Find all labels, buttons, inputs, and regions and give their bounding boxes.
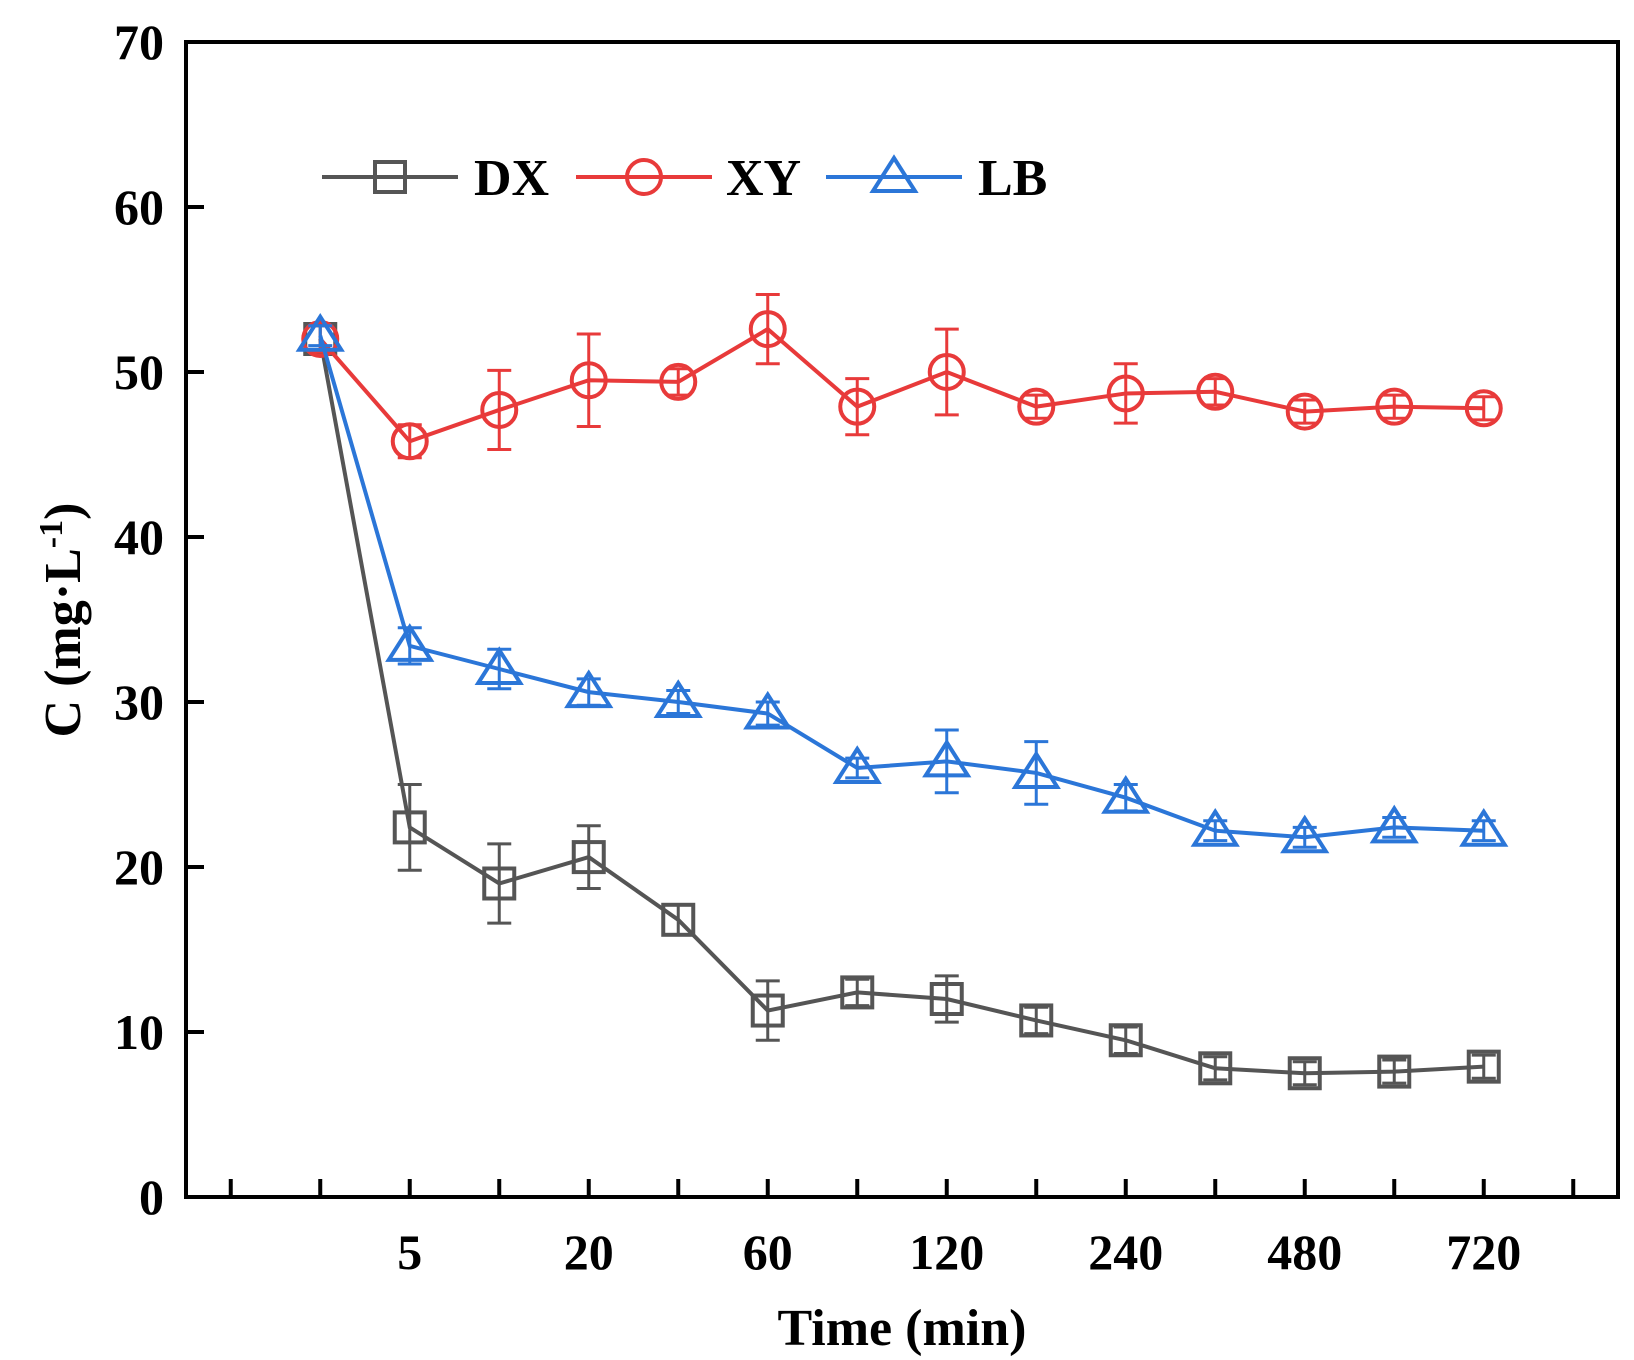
- y-tick-label: 70: [114, 14, 164, 70]
- data-point-dx: [482, 866, 517, 901]
- data-point-lb: [1011, 750, 1061, 789]
- data-point-xy: [390, 422, 429, 461]
- y-axis-title-sup: -1: [33, 520, 70, 548]
- data-point-lb: [743, 690, 793, 730]
- error-bar: [487, 368, 512, 452]
- data-point-dx: [1108, 1023, 1143, 1058]
- data-point-lb: [1369, 804, 1419, 844]
- data-point-dx: [750, 993, 785, 1028]
- y-tick-label: 0: [139, 1169, 164, 1225]
- error-bar: [755, 700, 780, 727]
- data-point-lb: [1459, 807, 1509, 847]
- data-point-lb: [385, 623, 435, 662]
- x-tick-label: 480: [1267, 1224, 1342, 1280]
- x-tick-label: 5: [397, 1224, 422, 1280]
- data-point-xy: [927, 353, 966, 391]
- data-point-xy: [659, 362, 698, 401]
- x-tick-label: 240: [1088, 1224, 1163, 1280]
- data-point-lb: [1101, 774, 1151, 814]
- plot-frame: [184, 40, 1620, 1199]
- data-point-dx: [929, 982, 964, 1016]
- data-point-xy: [1285, 392, 1324, 431]
- error-bar: [1471, 1053, 1496, 1080]
- error-bar: [576, 824, 601, 890]
- error-bar: [1292, 398, 1317, 425]
- data-point-xy: [1196, 372, 1235, 411]
- legend-item-dx: DX: [322, 150, 549, 207]
- x-axis-title: Time (min): [778, 1300, 1027, 1357]
- data-point-xy: [480, 390, 519, 429]
- y-tick-label: 60: [114, 179, 164, 235]
- y-tick-label: 40: [114, 509, 164, 565]
- legend-item-lb: LB: [826, 150, 1047, 207]
- legend-marker-circle-icon: [625, 158, 663, 196]
- error-bar: [1471, 395, 1496, 422]
- x-tick-label: 20: [564, 1224, 614, 1280]
- y-axis: 0 10 20 30 40 50 60 70: [114, 14, 204, 1225]
- data-point-dx: [1287, 1056, 1322, 1091]
- error-bar: [1203, 1055, 1228, 1082]
- data-point-dx: [661, 902, 696, 937]
- error-bar: [397, 783, 422, 872]
- legend-label: DX: [474, 150, 549, 207]
- y-tick-label: 20: [114, 839, 164, 895]
- error-bar: [1382, 393, 1407, 420]
- data-point-lb: [1190, 807, 1240, 847]
- y-axis-title-main: C (mg·L: [35, 548, 92, 737]
- legend-item-xy: XY: [576, 150, 801, 207]
- data-point-dx: [1198, 1051, 1233, 1086]
- error-bar: [845, 377, 870, 437]
- data-point-dx: [392, 810, 427, 845]
- data-point-xy: [838, 387, 877, 426]
- x-tick-label: 720: [1446, 1224, 1521, 1280]
- error-bar: [755, 979, 780, 1042]
- data-point-xy: [1375, 387, 1414, 426]
- data-point-lb: [1280, 814, 1330, 854]
- y-tick-label: 50: [114, 344, 164, 400]
- legend-label: XY: [726, 150, 801, 207]
- data-point-lb: [653, 679, 703, 718]
- error-bar: [576, 332, 601, 428]
- data-point-dx: [1019, 1003, 1054, 1038]
- error-bar: [1113, 362, 1138, 425]
- data-point-lb: [564, 669, 614, 709]
- error-bar: [1382, 1058, 1407, 1085]
- error-bar: [1024, 393, 1049, 420]
- data-point-xy: [748, 310, 787, 349]
- series-lb: [295, 312, 1509, 854]
- data-point-dx: [571, 840, 606, 875]
- data-point-dx: [840, 975, 875, 1010]
- data-point-lb: [832, 745, 882, 784]
- data-point-xy: [1464, 389, 1503, 428]
- series-layer: [295, 292, 1509, 1091]
- data-point-lb: [922, 738, 972, 778]
- error-bar: [1292, 1060, 1317, 1087]
- legend-label: LB: [978, 150, 1047, 207]
- x-tick-label: 120: [909, 1224, 984, 1280]
- y-tick-label: 10: [114, 1004, 164, 1060]
- legend: DX XY LB: [322, 150, 1047, 207]
- data-point-xy: [1106, 374, 1145, 413]
- error-bar: [934, 327, 959, 417]
- data-point-dx: [1377, 1054, 1412, 1089]
- data-point-lb: [474, 646, 524, 685]
- y-tick-label: 30: [114, 674, 164, 730]
- error-bar: [487, 842, 512, 925]
- x-axis: 5 20 60 120 240 480 720: [228, 1179, 1576, 1280]
- series-xy: [301, 292, 1503, 461]
- x-tick-label: 60: [743, 1224, 793, 1280]
- data-point-xy: [569, 361, 608, 400]
- legend-marker-square-icon: [373, 160, 407, 194]
- error-bar: [755, 292, 780, 366]
- data-point-dx: [1466, 1049, 1501, 1084]
- legend-marker-triangle-icon: [869, 154, 919, 193]
- series-dx: [303, 322, 1501, 1091]
- error-bar: [666, 688, 691, 716]
- y-axis-title: C (mg·L-1): [33, 503, 92, 738]
- y-axis-title-close: ): [35, 503, 92, 520]
- data-point-xy: [301, 320, 340, 358]
- data-point-xy: [1017, 387, 1056, 426]
- data-point-lb: [295, 312, 345, 352]
